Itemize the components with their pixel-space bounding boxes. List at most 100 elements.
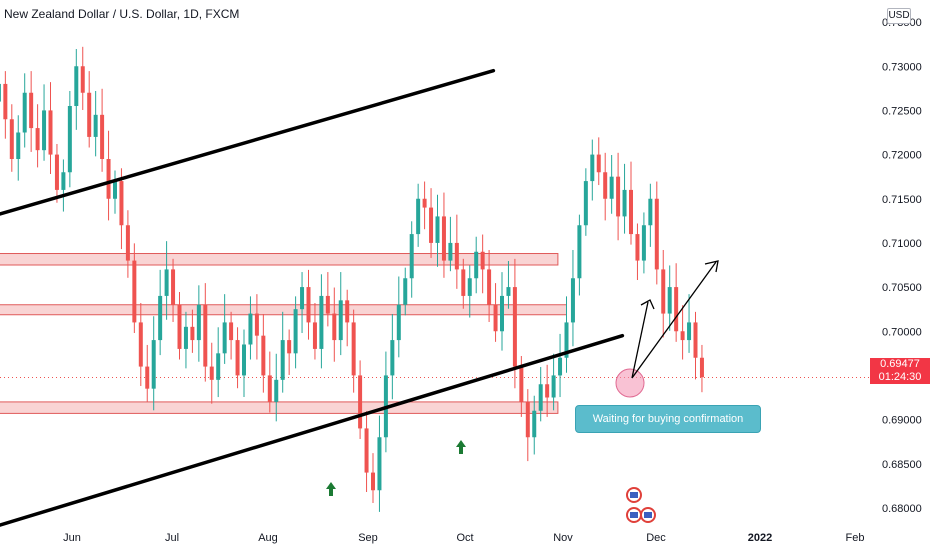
- currency-badge[interactable]: USD: [887, 8, 911, 24]
- candle: [119, 168, 124, 250]
- candle: [93, 90, 98, 157]
- projection-arrow-2-head: [704, 260, 719, 273]
- candle: [48, 82, 53, 175]
- candle-body: [596, 154, 601, 173]
- candle: [16, 115, 21, 181]
- price-tick-label: 0.72000: [882, 150, 922, 162]
- candle-body: [338, 300, 343, 341]
- candle-body: [390, 340, 395, 376]
- candle: [242, 329, 246, 398]
- candle: [467, 265, 472, 318]
- candle: [100, 88, 105, 172]
- projection-arrow-2: [631, 261, 717, 379]
- candle: [364, 411, 369, 493]
- candle: [545, 364, 550, 417]
- candle-body: [80, 66, 85, 93]
- candle: [487, 249, 492, 322]
- candle: [448, 216, 453, 272]
- candle-body: [254, 313, 259, 336]
- candle: [274, 353, 279, 422]
- candle: [9, 104, 14, 172]
- last-price-value: 0.69477: [880, 358, 920, 370]
- candle-body: [506, 287, 511, 296]
- candle-body: [9, 119, 14, 159]
- candle-body: [216, 353, 221, 380]
- candle-body: [590, 154, 595, 182]
- candle: [106, 130, 111, 221]
- candle-body: [222, 322, 227, 354]
- zone-2: [0, 304, 567, 316]
- price-axis: 0.735000.730000.725000.720000.715000.710…: [882, 17, 922, 515]
- candle: [158, 269, 163, 356]
- candle: [422, 181, 427, 230]
- zone-1: [0, 253, 559, 266]
- last-price-tag: 0.69477 01:24:30: [870, 358, 930, 384]
- candle: [235, 327, 240, 389]
- candle: [435, 194, 440, 267]
- candle-body: [500, 295, 504, 332]
- candle-body: [171, 269, 176, 305]
- time-tick-label: 2022: [748, 532, 772, 544]
- candle-body: [616, 176, 621, 217]
- candle: [358, 360, 363, 440]
- candle-body: [190, 326, 195, 341]
- candle-body: [300, 287, 305, 310]
- bar-countdown: 01:24:30: [878, 371, 922, 383]
- candle-body: [674, 287, 679, 332]
- candle: [558, 333, 563, 398]
- candle: [416, 183, 421, 247]
- annotation-callout[interactable]: Waiting for buying confirmation: [575, 405, 761, 433]
- candle-body: [332, 313, 337, 341]
- candle: [674, 263, 679, 342]
- candle-body: [203, 304, 208, 367]
- candle-body: [54, 154, 59, 190]
- candle: [641, 212, 646, 274]
- candle: [693, 311, 698, 380]
- candle-body: [325, 295, 330, 314]
- candle-body: [448, 242, 453, 261]
- candle-body: [16, 132, 21, 159]
- candle: [680, 305, 685, 360]
- candle-body: [274, 379, 279, 402]
- support-resistance-zones: [0, 253, 567, 414]
- candle: [254, 294, 259, 360]
- candle-body: [48, 110, 53, 155]
- candle-body: [648, 198, 653, 226]
- candle: [551, 353, 556, 411]
- time-tick-label: Sep: [358, 532, 378, 544]
- candle: [525, 389, 530, 462]
- candle: [622, 163, 627, 234]
- candle: [132, 243, 137, 334]
- candle: [332, 287, 337, 362]
- candle-body: [525, 401, 530, 438]
- candle-body: [287, 340, 292, 354]
- candle: [371, 453, 375, 504]
- candle-body: [409, 234, 414, 279]
- candle-body: [196, 304, 201, 341]
- candle: [216, 327, 221, 398]
- candle: [616, 152, 621, 241]
- candle-body: [661, 269, 666, 314]
- candle: [687, 294, 692, 353]
- candle: [306, 269, 311, 340]
- candle: [312, 302, 317, 360]
- candle-body: [177, 304, 182, 349]
- candle: [564, 296, 569, 373]
- candle: [396, 276, 401, 358]
- candle-body: [461, 269, 466, 296]
- price-tick-label: 0.69000: [882, 415, 922, 427]
- candle-body: [474, 251, 479, 279]
- candle-body: [570, 278, 575, 323]
- candle: [403, 267, 408, 316]
- candle-body: [93, 114, 98, 137]
- candle: [319, 274, 324, 369]
- candle-body: [319, 295, 324, 349]
- candle: [22, 73, 27, 148]
- candle: [590, 139, 595, 201]
- candle: [409, 221, 414, 298]
- candle: [209, 342, 214, 404]
- candle: [287, 329, 292, 375]
- candle-body: [358, 375, 363, 429]
